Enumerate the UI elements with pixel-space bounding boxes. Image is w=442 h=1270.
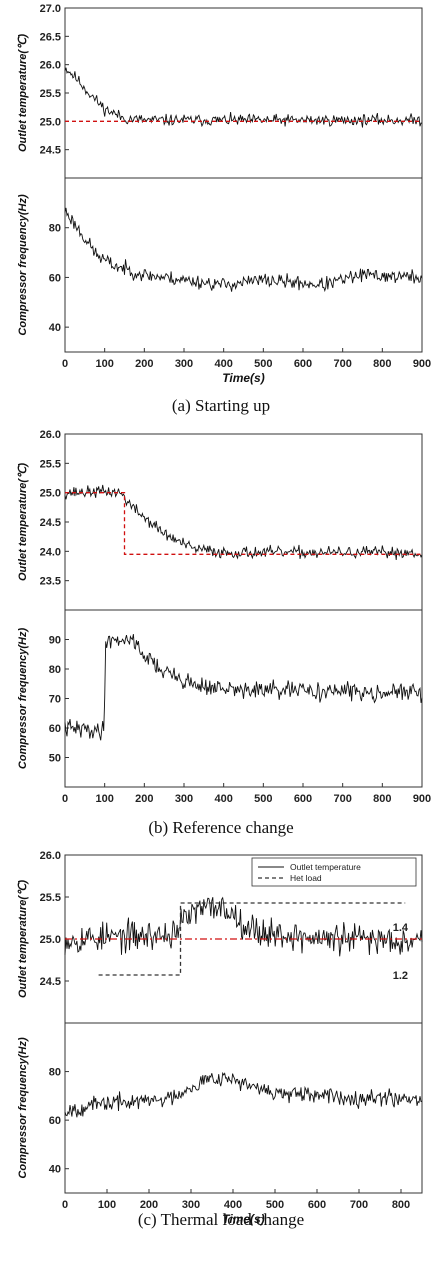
x-tick-label: 200	[135, 358, 153, 370]
y-tick-label: 60	[49, 272, 61, 284]
y-tick-label: 60	[49, 1115, 61, 1127]
x-tick-label: 300	[175, 793, 193, 805]
x-tick-label: 100	[95, 358, 113, 370]
x-tick-label: 100	[95, 793, 113, 805]
y-tick-label: 90	[49, 635, 61, 647]
x-tick-label: 400	[214, 358, 232, 370]
heat-load-line	[98, 902, 406, 976]
y-tick-label: 40	[49, 1164, 61, 1176]
x-tick-label: 300	[175, 358, 193, 370]
y-tick-label: 26.0	[40, 850, 61, 862]
x-tick-label: 700	[333, 358, 351, 370]
y-tick-label: 27.0	[40, 3, 61, 15]
y-axis-label: Compressor frequency(Hz)	[17, 1037, 29, 1179]
chart-b-top: 23.5 24.0 24.5 25.0 25.5 26.0 Outlet temperatu…	[17, 429, 423, 611]
series-line	[64, 1071, 423, 1118]
figure-caption: (c) Thermal load change	[138, 1210, 304, 1229]
figure-caption: (b) Reference change	[148, 818, 293, 837]
x-tick-label: 800	[373, 793, 391, 805]
x-tick-label: 700	[350, 1199, 368, 1211]
y-tick-label: 80	[49, 664, 61, 676]
x-tick-label: 0	[62, 793, 68, 805]
chart-c-top: 24.525.025.526.01.21.41.6Outlet temperat…	[17, 850, 423, 1024]
y-tick-label: 25.0	[40, 488, 61, 500]
reference-line	[65, 492, 422, 555]
x-tick-label: 0	[62, 358, 68, 370]
y-tick-label: 60	[49, 723, 61, 735]
y-tick-label: 70	[49, 694, 61, 706]
plot-frame	[64, 433, 423, 611]
x-tick-label: 200	[135, 793, 153, 805]
y-tick-label: 40	[49, 322, 61, 334]
x-axis-label: Time(s)	[222, 1212, 264, 1226]
y-tick-label: 26.0	[40, 429, 61, 441]
x-tick-label: 900	[413, 358, 431, 370]
y-tick-label: 80	[49, 1067, 61, 1079]
x-tick-label: 500	[266, 1199, 284, 1211]
legend-entry: Outlet temperature	[290, 862, 361, 872]
plot-frame	[64, 1022, 423, 1194]
y-axis-label: Outlet temperature(℃)	[17, 34, 29, 152]
y-tick-label: 24.5	[40, 145, 61, 157]
chart-a-top: 24.5 25.0 25.5 26.0 26.5 27.0 Outlet temperatu…	[17, 3, 423, 179]
legend-box	[251, 857, 417, 887]
y-tick-label: 25.0	[40, 934, 61, 946]
legend-entry: Het load	[290, 873, 322, 883]
y-axis-label: Outlet temperature(℃)	[17, 463, 29, 581]
series-line	[64, 634, 423, 741]
plot-frame	[64, 177, 423, 353]
y2-tick-label: 1.2	[393, 970, 408, 982]
x-tick-label: 600	[308, 1199, 326, 1211]
y-tick-label: 25.5	[40, 458, 61, 470]
x-tick-label: 500	[254, 793, 272, 805]
y-tick-label: 25.0	[40, 116, 61, 128]
x-tick-label: 200	[140, 1199, 158, 1211]
y-tick-label: 26.5	[40, 31, 61, 43]
y-tick-label: 24.0	[40, 546, 61, 558]
x-tick-label: 600	[294, 793, 312, 805]
y-tick-label: 23.5	[40, 576, 61, 588]
series-line	[64, 896, 423, 957]
x-axis-label: Time(s)	[222, 371, 264, 385]
y-tick-label: 26.0	[40, 60, 61, 72]
y-tick-label: 24.5	[40, 976, 61, 988]
x-tick-label: 100	[98, 1199, 116, 1211]
x-tick-label: 700	[333, 793, 351, 805]
x-tick-label: 400	[214, 793, 232, 805]
x-tick-label: 600	[294, 358, 312, 370]
figure-caption: (a) Starting up	[172, 396, 270, 415]
x-tick-label: 400	[224, 1199, 242, 1211]
y-tick-label: 24.5	[40, 517, 61, 529]
series-line	[64, 207, 423, 293]
x-tick-label: 300	[182, 1199, 200, 1211]
x-tick-label: 800	[392, 1199, 410, 1211]
x-tick-label: 500	[254, 358, 272, 370]
y-tick-label: 25.5	[40, 892, 61, 904]
series-line	[64, 67, 423, 128]
y-tick-label: 50	[49, 753, 61, 765]
series-line	[64, 484, 423, 561]
y-tick-label: 80	[49, 223, 61, 235]
y-axis-label: Compressor frequency(Hz)	[17, 628, 29, 770]
x-tick-label: 800	[373, 358, 391, 370]
x-tick-label: 0	[62, 1199, 68, 1211]
y2-tick-label: 1.4	[393, 922, 409, 934]
x-tick-label: 900	[413, 793, 431, 805]
y-tick-label: 25.5	[40, 88, 61, 100]
y-axis-label: Outlet temperature(℃)	[17, 880, 29, 998]
y-axis-label: Compressor frequency(Hz)	[17, 194, 29, 336]
plot-frame	[64, 7, 423, 179]
